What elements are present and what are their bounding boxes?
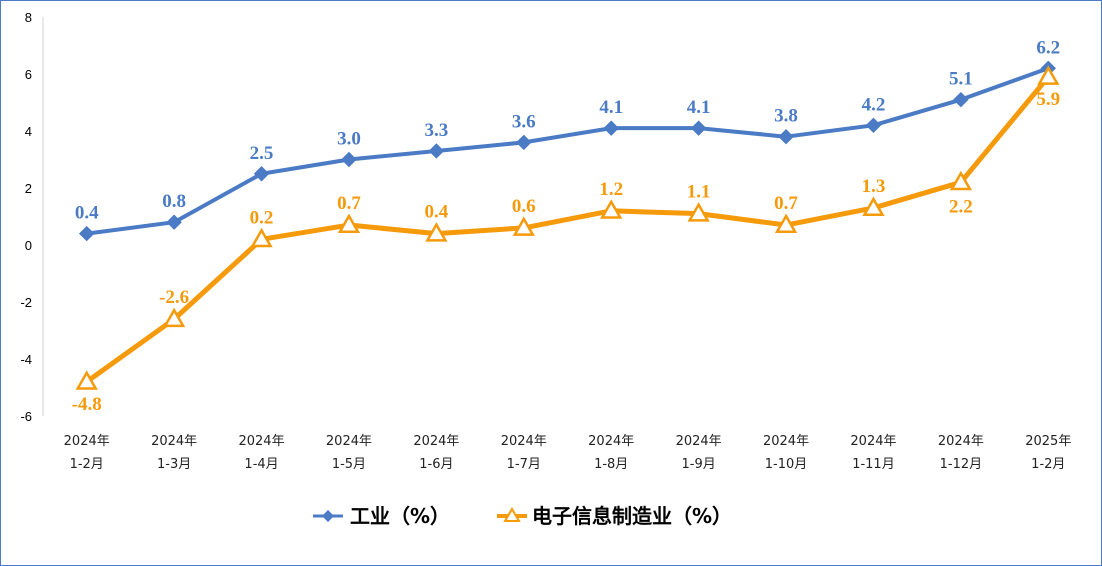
y-tick-label: 8 (25, 10, 32, 25)
x-tick-label: 1-5月 (332, 457, 366, 472)
electronics-series-line (85, 75, 1051, 384)
industry-point (166, 214, 182, 230)
y-tick-label: 6 (25, 67, 32, 82)
industry-data-label: 3.0 (337, 129, 361, 150)
industry-point (953, 91, 969, 108)
x-tick-label: 1-12月 (940, 457, 983, 472)
electronics-data-label: 0.6 (512, 196, 536, 217)
electronics-point (949, 170, 973, 191)
industry-point (865, 117, 882, 134)
y-tick-label: -6 (20, 409, 32, 424)
x-tick-label: 1-11月 (852, 457, 895, 472)
x-tick-label: 2024年 (850, 434, 896, 449)
x-tick-label: 2024年 (588, 434, 634, 449)
electronics-data-label: 5.9 (1036, 89, 1060, 110)
x-tick-label: 2024年 (501, 434, 547, 449)
x-tick-label: 1-4月 (244, 457, 278, 472)
legend-electronics-label: 电子信息制造业（%） (532, 504, 732, 528)
electronics-point (75, 370, 98, 390)
x-tick-label: 1-2月 (70, 457, 104, 472)
industry-data-label: 3.8 (774, 106, 798, 127)
x-tick-label: 2024年 (413, 434, 459, 449)
x-tick-label: 1-7月 (507, 457, 541, 472)
x-tick-label: 1-2月 (1031, 457, 1065, 472)
electronics-point (512, 216, 535, 236)
electronics-data-label: 0.4 (425, 202, 449, 223)
x-tick-label: 2024年 (938, 434, 984, 449)
legend-industry-label: 工业（%） (350, 504, 450, 528)
electronics-point (600, 199, 623, 219)
x-tick-label: 2024年 (676, 434, 722, 449)
electronics-data-label: 1.2 (599, 179, 623, 200)
x-tick-label: 1-6月 (419, 457, 453, 472)
x-tick-label: 1-8月 (594, 457, 628, 472)
industry-data-label: 0.8 (162, 191, 186, 212)
x-tick-label: 2024年 (64, 434, 110, 449)
y-tick-label: -2 (20, 295, 32, 310)
industry-point (603, 120, 619, 136)
industry-data-label: 3.3 (425, 120, 449, 141)
electronics-data-label: -2.6 (159, 287, 189, 308)
electronics-data-label: 0.7 (774, 193, 798, 214)
electronics-point (162, 307, 186, 328)
x-tick-label: 2024年 (238, 434, 284, 449)
electronics-data-label: 0.2 (250, 207, 274, 228)
industry-point (690, 120, 707, 136)
industry-point (253, 166, 270, 182)
industry-data-label: 5.1 (949, 69, 973, 90)
electronics-data-label: 0.7 (337, 193, 361, 214)
x-tick-label: 1-3月 (157, 457, 191, 472)
y-tick-label: 0 (25, 238, 32, 253)
electronics-data-label: -4.8 (72, 394, 102, 415)
x-tick-label: 1-9月 (682, 457, 716, 472)
industry-point (79, 225, 95, 242)
industry-data-label: 3.6 (512, 111, 536, 132)
x-tick-label: 1-10月 (765, 457, 808, 472)
industry-point (428, 143, 445, 159)
legend-triangle-icon (503, 507, 521, 522)
y-tick-label: -4 (20, 352, 32, 367)
electronics-point (425, 222, 448, 242)
x-tick-label: 2025年 (1025, 434, 1071, 449)
industry-data-label: 4.1 (599, 97, 623, 118)
industry-data-label: 4.1 (687, 97, 711, 118)
industry-data-label: 4.2 (862, 94, 886, 115)
y-tick-label: 2 (25, 181, 32, 196)
electronics-data-label: 2.2 (949, 196, 973, 217)
y-tick-label: 4 (25, 124, 32, 139)
industry-data-label: 6.2 (1036, 37, 1060, 58)
industry-data-label: 0.4 (75, 203, 99, 224)
electronics-data-label: 1.3 (862, 176, 886, 197)
x-tick-label: 2024年 (763, 434, 809, 449)
industry-series-line (86, 66, 1049, 236)
industry-point (778, 128, 794, 145)
electronics-point (687, 202, 710, 222)
electronics-point (862, 196, 885, 216)
x-tick-label: 2024年 (151, 434, 197, 449)
x-tick-label: 2024年 (326, 434, 372, 449)
electronics-point (1037, 65, 1060, 85)
industry-point (516, 134, 532, 151)
electronics-data-label: 1.1 (687, 182, 711, 203)
electronics-point (774, 213, 798, 234)
electronics-point (250, 227, 273, 248)
industry-point (341, 151, 357, 168)
industry-data-label: 2.5 (250, 143, 274, 164)
legend-diamond-icon (322, 510, 334, 522)
electronics-point (337, 213, 361, 234)
